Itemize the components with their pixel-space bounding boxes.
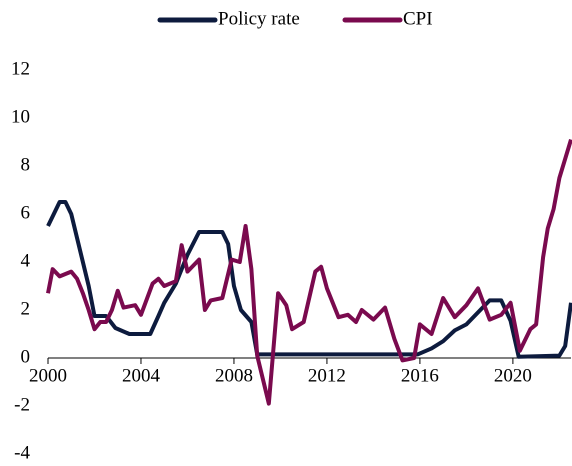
series-line (46, 139, 572, 406)
y-tick-label: -4 (14, 442, 30, 463)
x-tick-label: 2008 (215, 365, 253, 386)
x-tick-label: 2020 (494, 365, 532, 386)
y-tick-label: -2 (14, 394, 30, 415)
x-tick-label: 2012 (308, 365, 346, 386)
y-tick-label: 0 (21, 346, 31, 367)
legend-label: Policy rate (218, 8, 300, 29)
x-tick-label: 2000 (29, 365, 67, 386)
y-tick-label: 2 (21, 298, 31, 319)
y-tick-label: 8 (21, 154, 31, 175)
y-tick-label: 4 (21, 250, 31, 271)
series-line (46, 200, 572, 359)
y-tick-label: 10 (11, 106, 30, 127)
y-tick-label: 12 (11, 58, 30, 79)
x-tick-label: 2016 (401, 365, 439, 386)
legend-label: CPI (403, 8, 433, 29)
y-tick-label: 6 (21, 202, 31, 223)
x-tick-label: 2004 (122, 365, 161, 386)
